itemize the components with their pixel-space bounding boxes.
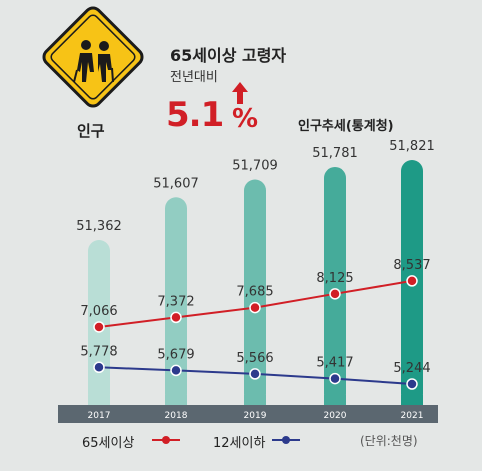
bar-value-label: 51,607 xyxy=(153,176,199,191)
population-bar-base xyxy=(88,395,110,405)
population-bar xyxy=(244,179,266,405)
population-bar-base xyxy=(165,395,187,405)
headline: 65세이상 고령자 xyxy=(170,46,287,65)
legend-label-older: 65세이상 xyxy=(82,436,135,451)
younger-point xyxy=(93,361,105,374)
x-axis-band xyxy=(58,405,438,423)
bar-value-label: 51,362 xyxy=(76,219,122,234)
x-tick-label: 2018 xyxy=(165,411,188,421)
subline: 전년대비 xyxy=(170,70,218,85)
older-value-label: 7,685 xyxy=(236,285,273,300)
bar-value-label: 51,781 xyxy=(312,146,358,161)
population-bar xyxy=(324,166,346,405)
growth-percent-value: 5.1 xyxy=(166,95,224,135)
elderly-warning-sign-icon xyxy=(42,6,144,108)
younger-value-label: 5,417 xyxy=(316,356,353,371)
older-point xyxy=(170,311,182,324)
younger-point xyxy=(329,372,341,385)
population-bar xyxy=(165,197,187,405)
younger-value-label: 5,778 xyxy=(80,344,117,359)
trend-title: 인구추세(통계청) xyxy=(298,119,394,134)
older-point xyxy=(93,321,105,333)
bar-value-label: 51,821 xyxy=(389,139,435,154)
x-tick-label: 2021 xyxy=(401,411,424,421)
younger-point xyxy=(170,364,182,377)
younger-value-label: 5,566 xyxy=(236,351,273,366)
x-tick-label: 2020 xyxy=(324,411,347,421)
younger-point xyxy=(249,368,261,380)
older-value-label: 8,537 xyxy=(393,258,430,273)
older-point xyxy=(329,288,341,300)
older-point xyxy=(249,301,261,314)
population-bar-base xyxy=(324,395,346,405)
population-bar-base xyxy=(401,395,423,405)
older-value-label: 8,125 xyxy=(316,271,353,286)
population-bar-base xyxy=(244,395,266,405)
legend-marker-older xyxy=(152,436,180,444)
younger-value-label: 5,244 xyxy=(393,361,430,376)
older-point xyxy=(406,275,418,287)
younger-point xyxy=(406,378,418,390)
older-value-label: 7,372 xyxy=(157,294,194,309)
legend-label-younger: 12세이하 xyxy=(213,436,266,451)
growth-percent-sign: % xyxy=(232,104,259,134)
up-arrow-icon xyxy=(232,82,248,104)
younger-value-label: 5,679 xyxy=(157,347,194,362)
legend-marker-younger xyxy=(272,436,300,444)
x-tick-label: 2019 xyxy=(244,411,267,421)
unit-note: (단위:천명) xyxy=(360,434,418,448)
older-value-label: 7,066 xyxy=(80,304,117,319)
x-tick-label: 2017 xyxy=(88,411,111,421)
population-label: 인구 xyxy=(77,122,105,140)
bar-value-label: 51,709 xyxy=(232,159,278,174)
